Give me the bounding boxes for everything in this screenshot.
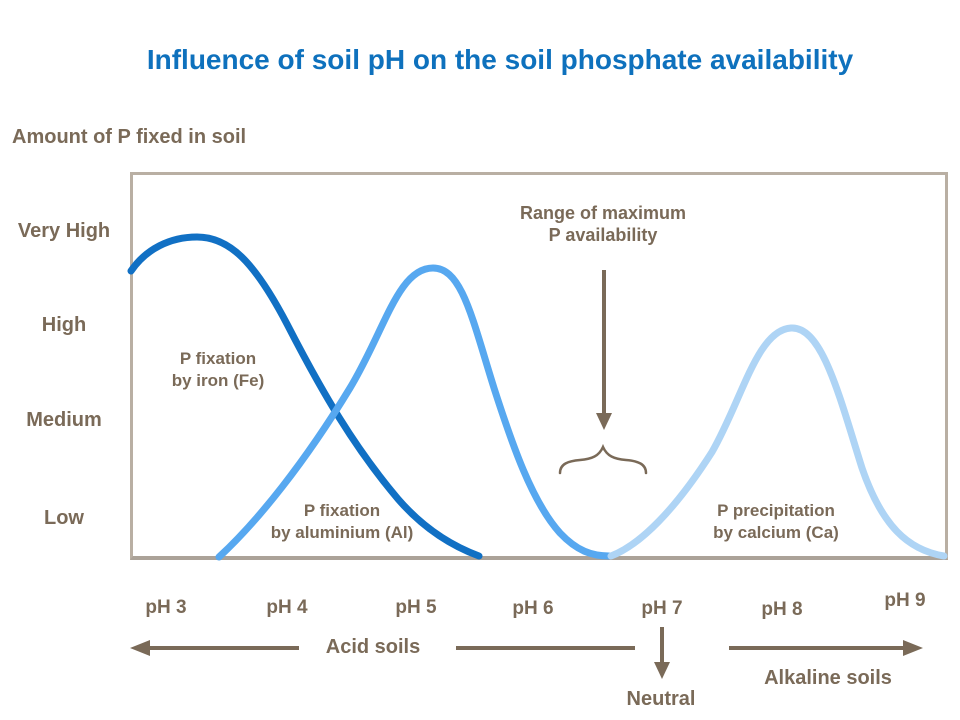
neutral-arrowhead-icon [654, 662, 670, 679]
acid-soils-label: Acid soils [325, 636, 421, 658]
y-tick-very-high: Very High [17, 220, 111, 242]
aluminium-curve-label: P fixation by aluminium (Al) [271, 500, 414, 544]
aluminium-curve-label-line2: by aluminium (Al) [270, 523, 414, 542]
calcium-curve-label-line2: by calcium (Ca) [713, 523, 839, 542]
alkaline-soils-label: Alkaline soils [764, 667, 892, 689]
x-tick-ph8: pH 8 [761, 599, 803, 620]
range-annotation: Range of maximum P availability [520, 202, 686, 246]
range-annotation-line1: Range of maximum [519, 203, 687, 223]
x-tick-ph5: pH 5 [395, 597, 437, 618]
calcium-curve-label-line1: P precipitation [717, 501, 835, 520]
y-axis-title: Amount of P fixed in soil [12, 126, 247, 148]
page-title: Influence of soil pH on the soil phospha… [146, 44, 854, 75]
iron-curve-label: P fixation by iron (Fe) [172, 348, 265, 392]
x-tick-ph9: pH 9 [884, 590, 926, 611]
iron-curve-label-line1: P fixation [179, 349, 257, 368]
neutral-label: Neutral [626, 688, 696, 710]
range-annotation-line2: P availability [548, 225, 658, 245]
acid-arrowhead-icon [130, 640, 150, 656]
x-tick-ph3: pH 3 [145, 597, 187, 618]
x-tick-ph6: pH 6 [512, 598, 554, 619]
aluminium-curve-label-line1: P fixation [303, 501, 381, 520]
y-tick-medium: Medium [26, 409, 102, 431]
calcium-curve-label: P precipitation by calcium (Ca) [713, 500, 839, 544]
x-tick-ph4: pH 4 [266, 597, 308, 618]
iron-curve-label-line2: by iron (Fe) [171, 371, 265, 390]
y-tick-low: Low [44, 507, 84, 529]
x-tick-ph7: pH 7 [641, 598, 683, 619]
y-tick-high: High [41, 314, 87, 336]
alkaline-arrowhead-icon [903, 640, 923, 656]
